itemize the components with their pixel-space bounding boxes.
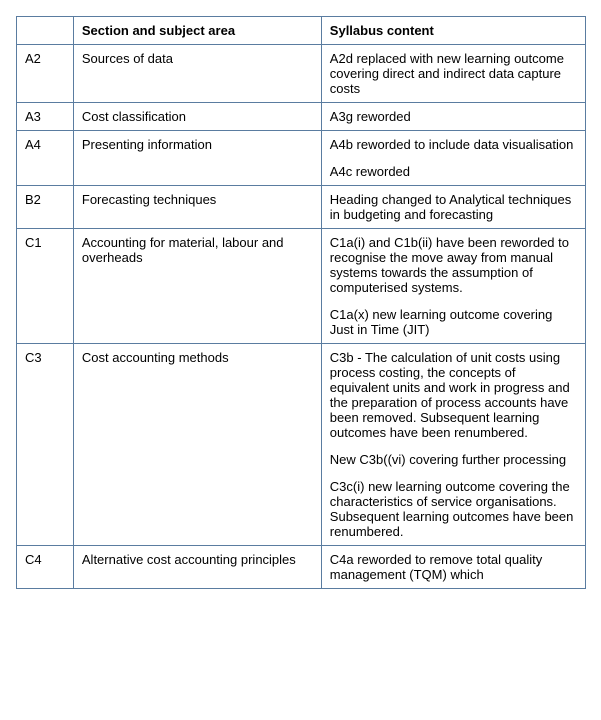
row-content: Heading changed to Analytical techniques…: [321, 186, 585, 229]
row-section: Presenting information: [73, 131, 321, 186]
row-code: A2: [17, 45, 74, 103]
row-code: A3: [17, 103, 74, 131]
table-row: A4Presenting information A4b reworded to …: [17, 131, 586, 186]
table-row: A3Cost classification A3g reworded: [17, 103, 586, 131]
row-content-paragraph: C3c(i) new learning outcome covering the…: [330, 479, 577, 539]
row-content: A3g reworded: [321, 103, 585, 131]
row-code: C1: [17, 229, 74, 344]
syllabus-table: Section and subject area Syllabus conten…: [16, 16, 586, 589]
header-code: [17, 17, 74, 45]
row-section: Cost classification: [73, 103, 321, 131]
row-content: A4b reworded to include data visualisati…: [321, 131, 585, 186]
row-content-paragraph: A4b reworded to include data visualisati…: [330, 137, 577, 152]
header-section: Section and subject area: [73, 17, 321, 45]
row-code: A4: [17, 131, 74, 186]
table-header-row: Section and subject area Syllabus conten…: [17, 17, 586, 45]
row-content-paragraph: C1a(i) and C1b(ii) have been reworded to…: [330, 235, 577, 295]
table-row: B2Forecasting techniques Heading changed …: [17, 186, 586, 229]
row-code: B2: [17, 186, 74, 229]
header-content: Syllabus content: [321, 17, 585, 45]
table-row: C3Cost accounting methodsC3b - The calcu…: [17, 344, 586, 546]
table-body: A2Sources of dataA2d replaced with new l…: [17, 45, 586, 589]
row-section: Alternative cost accounting principles: [73, 546, 321, 589]
row-content-paragraph: A2d replaced with new learning outcome c…: [330, 51, 577, 96]
row-content-paragraph: C1a(x) new learning outcome covering Jus…: [330, 307, 577, 337]
row-code: C4: [17, 546, 74, 589]
row-section: Cost accounting methods: [73, 344, 321, 546]
table-row: C1Accounting for material, labour and ov…: [17, 229, 586, 344]
row-content-paragraph: A3g reworded: [330, 109, 577, 124]
row-section: Accounting for material, labour and over…: [73, 229, 321, 344]
table-row: C4Alternative cost accounting principles…: [17, 546, 586, 589]
row-content: A2d replaced with new learning outcome c…: [321, 45, 585, 103]
row-content-paragraph: A4c reworded: [330, 164, 577, 179]
row-content: C3b - The calculation of unit costs usin…: [321, 344, 585, 546]
row-content-paragraph: Heading changed to Analytical techniques…: [330, 192, 577, 222]
row-section: Sources of data: [73, 45, 321, 103]
row-content: C1a(i) and C1b(ii) have been reworded to…: [321, 229, 585, 344]
row-content-paragraph: C4a reworded to remove total quality man…: [330, 552, 577, 582]
row-content: C4a reworded to remove total quality man…: [321, 546, 585, 589]
row-content-paragraph: C3b - The calculation of unit costs usin…: [330, 350, 577, 440]
row-section: Forecasting techniques: [73, 186, 321, 229]
table-row: A2Sources of dataA2d replaced with new l…: [17, 45, 586, 103]
row-content-paragraph: New C3b((vi) covering further processing: [330, 452, 577, 467]
row-code: C3: [17, 344, 74, 546]
